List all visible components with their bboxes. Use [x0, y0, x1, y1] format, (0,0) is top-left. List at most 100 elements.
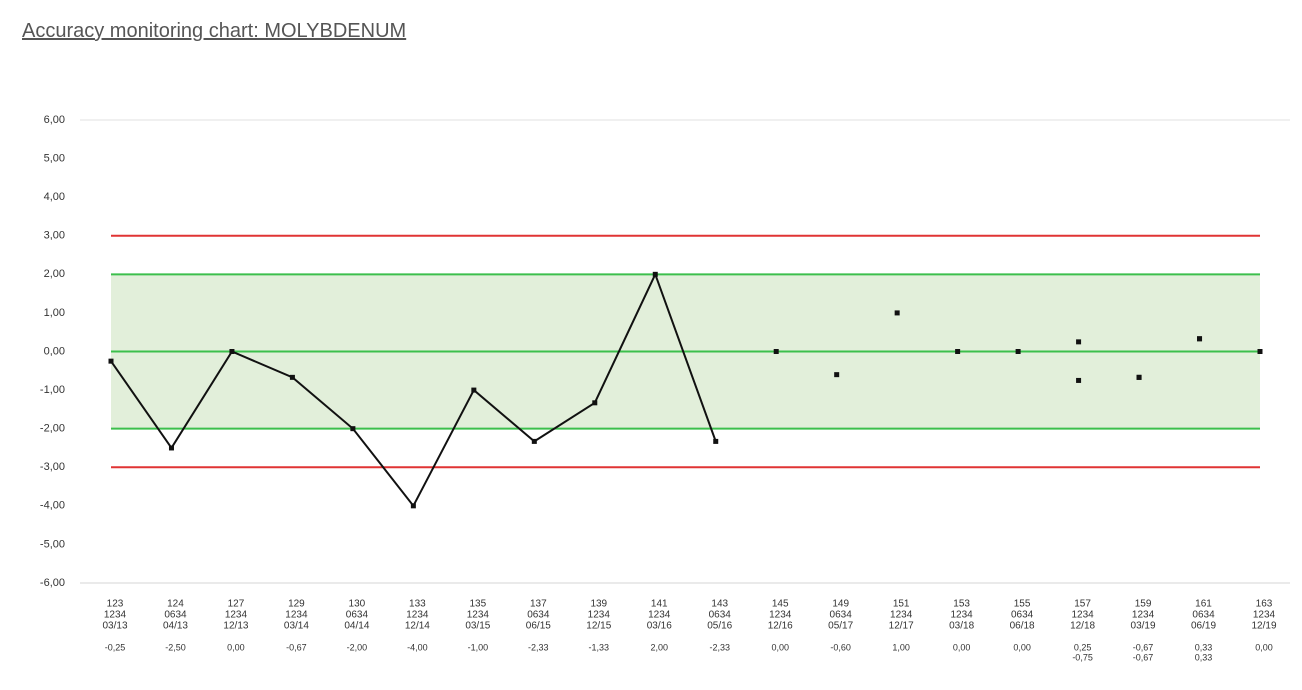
y-tick-label: 6,00	[44, 114, 65, 126]
x-tick-label: 1234	[225, 610, 248, 621]
x-tick-label: 04/14	[344, 621, 369, 632]
x-tick-label: 157	[1074, 599, 1091, 610]
x-tick-label: 1234	[1132, 610, 1155, 621]
x-tick-label: 153	[953, 599, 970, 610]
x-tick-label: 03/13	[102, 621, 127, 632]
x-tick-label: 12/14	[405, 621, 430, 632]
data-point	[1076, 339, 1082, 345]
x-tick-label: 155	[1014, 599, 1031, 610]
value-label: -0,67	[1133, 652, 1154, 662]
x-tick-label: 145	[772, 599, 789, 610]
data-point	[834, 372, 840, 378]
x-tick-label: 1234	[769, 610, 792, 621]
x-tick-label: 1234	[104, 610, 127, 621]
x-tick-label: 06/15	[526, 621, 551, 632]
x-tick-label: 12/17	[889, 621, 914, 632]
x-tick-label: 12/15	[586, 621, 611, 632]
y-tick-label: -3,00	[40, 461, 65, 473]
value-label: -0,75	[1072, 652, 1093, 662]
x-tick-label: 05/17	[828, 621, 853, 632]
value-label: 1,00	[892, 642, 910, 652]
x-tick-label: 0634	[1011, 610, 1034, 621]
data-point	[652, 271, 658, 277]
value-label: -1,00	[468, 642, 489, 652]
value-label: -0,67	[1133, 642, 1154, 652]
x-tick-label: 1234	[1253, 610, 1276, 621]
x-tick-label: 12/19	[1251, 621, 1276, 632]
x-tick-label: 139	[590, 599, 607, 610]
value-label: 0,33	[1195, 642, 1213, 652]
value-label: -2,33	[709, 642, 730, 652]
x-tick-label: 135	[469, 599, 486, 610]
x-tick-label: 1234	[467, 610, 490, 621]
x-tick-label: 1234	[285, 610, 308, 621]
x-tick-label: 05/16	[707, 621, 732, 632]
value-label: -1,33	[589, 642, 610, 652]
data-point	[592, 400, 598, 406]
y-tick-label: 2,00	[44, 268, 65, 280]
x-tick-label: 127	[228, 599, 245, 610]
x-tick-label: 1234	[890, 610, 913, 621]
value-label: 0,00	[1255, 642, 1273, 652]
data-point	[1197, 336, 1203, 342]
x-tick-label: 0634	[830, 610, 853, 621]
data-point	[955, 349, 961, 354]
y-tick-label: 1,00	[44, 307, 65, 319]
value-label: -0,67	[286, 642, 307, 652]
x-tick-label: 0634	[346, 610, 369, 621]
x-tick-label: 12/18	[1070, 621, 1095, 632]
chart-title[interactable]: Accuracy monitoring chart: MOLYBDENUM	[22, 20, 406, 42]
x-tick-label: 129	[288, 599, 305, 610]
y-tick-label: 3,00	[44, 230, 65, 242]
value-label: 0,00	[771, 642, 789, 652]
value-label: 0,25	[1074, 642, 1092, 652]
x-tick-label: 1234	[406, 610, 429, 621]
data-point	[894, 310, 900, 316]
y-tick-label: -4,00	[40, 500, 65, 512]
x-tick-label: 0634	[1192, 610, 1215, 621]
x-tick-label: 124	[167, 599, 184, 610]
data-point	[1015, 349, 1021, 354]
data-point	[289, 374, 295, 380]
data-point	[108, 358, 114, 364]
value-label: 0,00	[227, 642, 245, 652]
x-tick-label: 123	[107, 599, 124, 610]
x-tick-label: 133	[409, 599, 426, 610]
value-label: -2,50	[165, 642, 186, 652]
x-tick-label: 04/13	[163, 621, 188, 632]
x-tick-label: 0634	[709, 610, 732, 621]
y-tick-label: 0,00	[44, 345, 65, 357]
value-label: -0,25	[105, 642, 126, 652]
value-label: -0,60	[830, 642, 851, 652]
x-tick-label: 149	[832, 599, 849, 610]
x-tick-label: 1234	[648, 610, 671, 621]
x-tick-label: 161	[1195, 599, 1212, 610]
data-point	[168, 445, 174, 451]
value-label: 0,00	[1013, 642, 1031, 652]
x-tick-label: 03/14	[284, 621, 309, 632]
y-tick-label: -6,00	[40, 577, 65, 589]
value-label: -4,00	[407, 642, 428, 652]
data-point	[1136, 374, 1142, 380]
x-tick-label: 12/16	[768, 621, 793, 632]
y-tick-label: 4,00	[44, 191, 65, 203]
x-tick-label: 159	[1135, 599, 1152, 610]
x-tick-label: 0634	[164, 610, 187, 621]
data-point	[531, 438, 537, 444]
x-tick-label: 06/19	[1191, 621, 1216, 632]
data-point	[713, 438, 719, 444]
x-tick-label: 12/13	[223, 621, 248, 632]
x-tick-label: 130	[349, 599, 366, 610]
x-tick-label: 03/16	[647, 621, 672, 632]
y-tick-label: 5,00	[44, 152, 65, 164]
x-tick-label: 1234	[588, 610, 611, 621]
value-label: 0,33	[1195, 652, 1213, 662]
x-tick-label: 1234	[1071, 610, 1094, 621]
y-tick-label: -5,00	[40, 538, 65, 550]
x-tick-label: 0634	[527, 610, 550, 621]
x-tick-label: 151	[893, 599, 910, 610]
x-tick-label: 143	[711, 599, 728, 610]
x-tick-label: 06/18	[1010, 621, 1035, 632]
x-tick-label: 03/18	[949, 621, 974, 632]
